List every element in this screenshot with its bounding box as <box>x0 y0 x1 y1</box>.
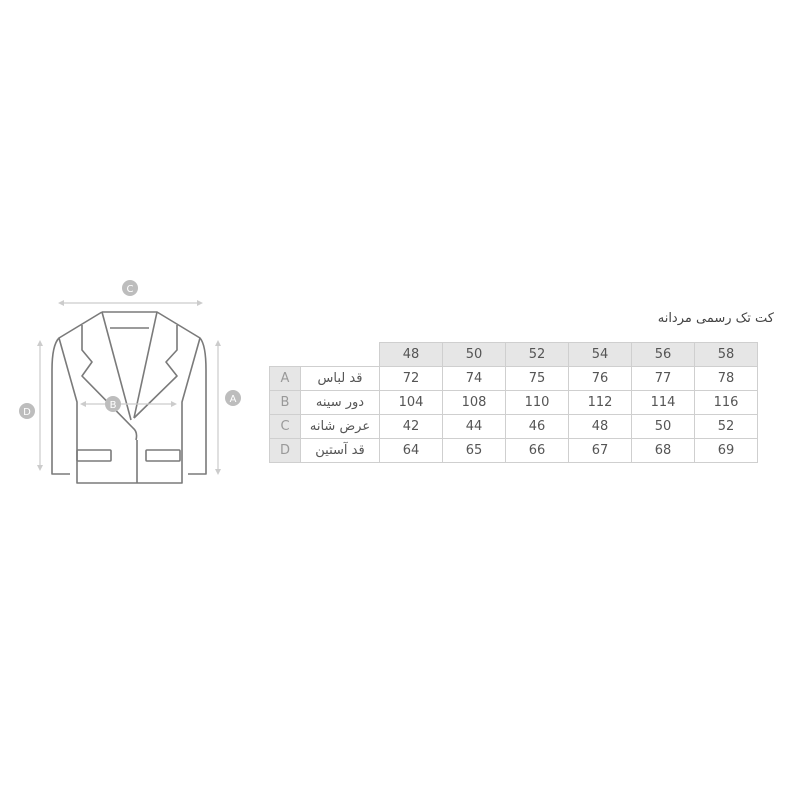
svg-text:B: B <box>110 400 117 411</box>
row-name: دور سینه <box>300 390 380 415</box>
row-letter: A <box>269 366 301 391</box>
measure-arrows <box>37 300 221 475</box>
cell: 77 <box>631 366 695 391</box>
row-name: عرض شانه <box>300 414 380 439</box>
row-letter: D <box>269 438 301 463</box>
size-header: 48 <box>379 342 443 367</box>
cell: 110 <box>505 390 569 415</box>
header-row: 48 50 52 54 56 58 <box>270 342 758 367</box>
size-table: 48 50 52 54 56 58 A قد لباس 72 74 75 76 … <box>269 342 758 463</box>
size-header: 54 <box>568 342 632 367</box>
cell: 112 <box>568 390 632 415</box>
cell: 114 <box>631 390 695 415</box>
cell: 75 <box>505 366 569 391</box>
size-header: 50 <box>442 342 506 367</box>
cell: 52 <box>694 414 758 439</box>
table-row: B دور سینه 104 108 110 112 114 116 <box>269 390 758 415</box>
cell: 46 <box>505 414 569 439</box>
size-header: 56 <box>631 342 695 367</box>
cell: 42 <box>379 414 443 439</box>
cell: 48 <box>568 414 632 439</box>
label-b: B <box>105 396 121 412</box>
jacket-outline <box>51 311 207 484</box>
label-d: D <box>19 403 35 419</box>
cell: 44 <box>442 414 506 439</box>
row-letter: B <box>269 390 301 415</box>
size-header: 52 <box>505 342 569 367</box>
cell: 78 <box>694 366 758 391</box>
cell: 108 <box>442 390 506 415</box>
cell: 65 <box>442 438 506 463</box>
label-a: A <box>225 390 241 406</box>
label-c: C <box>122 280 138 296</box>
svg-text:D: D <box>23 407 31 418</box>
cell: 104 <box>379 390 443 415</box>
table-row: A قد لباس 72 74 75 76 77 78 <box>269 366 758 391</box>
cell: 50 <box>631 414 695 439</box>
cell: 64 <box>379 438 443 463</box>
cell: 116 <box>694 390 758 415</box>
svg-text:A: A <box>230 394 237 405</box>
svg-text:C: C <box>127 284 134 295</box>
cell: 76 <box>568 366 632 391</box>
cell: 72 <box>379 366 443 391</box>
cell: 67 <box>568 438 632 463</box>
row-name: قد لباس <box>300 366 380 391</box>
table-row: C عرض شانه 42 44 46 48 50 52 <box>269 414 758 439</box>
empty-corner <box>270 343 380 367</box>
cell: 69 <box>694 438 758 463</box>
product-title: کت تک رسمی مردانه <box>657 311 774 326</box>
cell: 66 <box>505 438 569 463</box>
cell: 74 <box>442 366 506 391</box>
row-name: قد آستین <box>300 438 380 463</box>
cell: 68 <box>631 438 695 463</box>
row-letter: C <box>269 414 301 439</box>
table-row: D قد آستین 64 65 66 67 68 69 <box>269 438 758 463</box>
size-header: 58 <box>694 342 758 367</box>
